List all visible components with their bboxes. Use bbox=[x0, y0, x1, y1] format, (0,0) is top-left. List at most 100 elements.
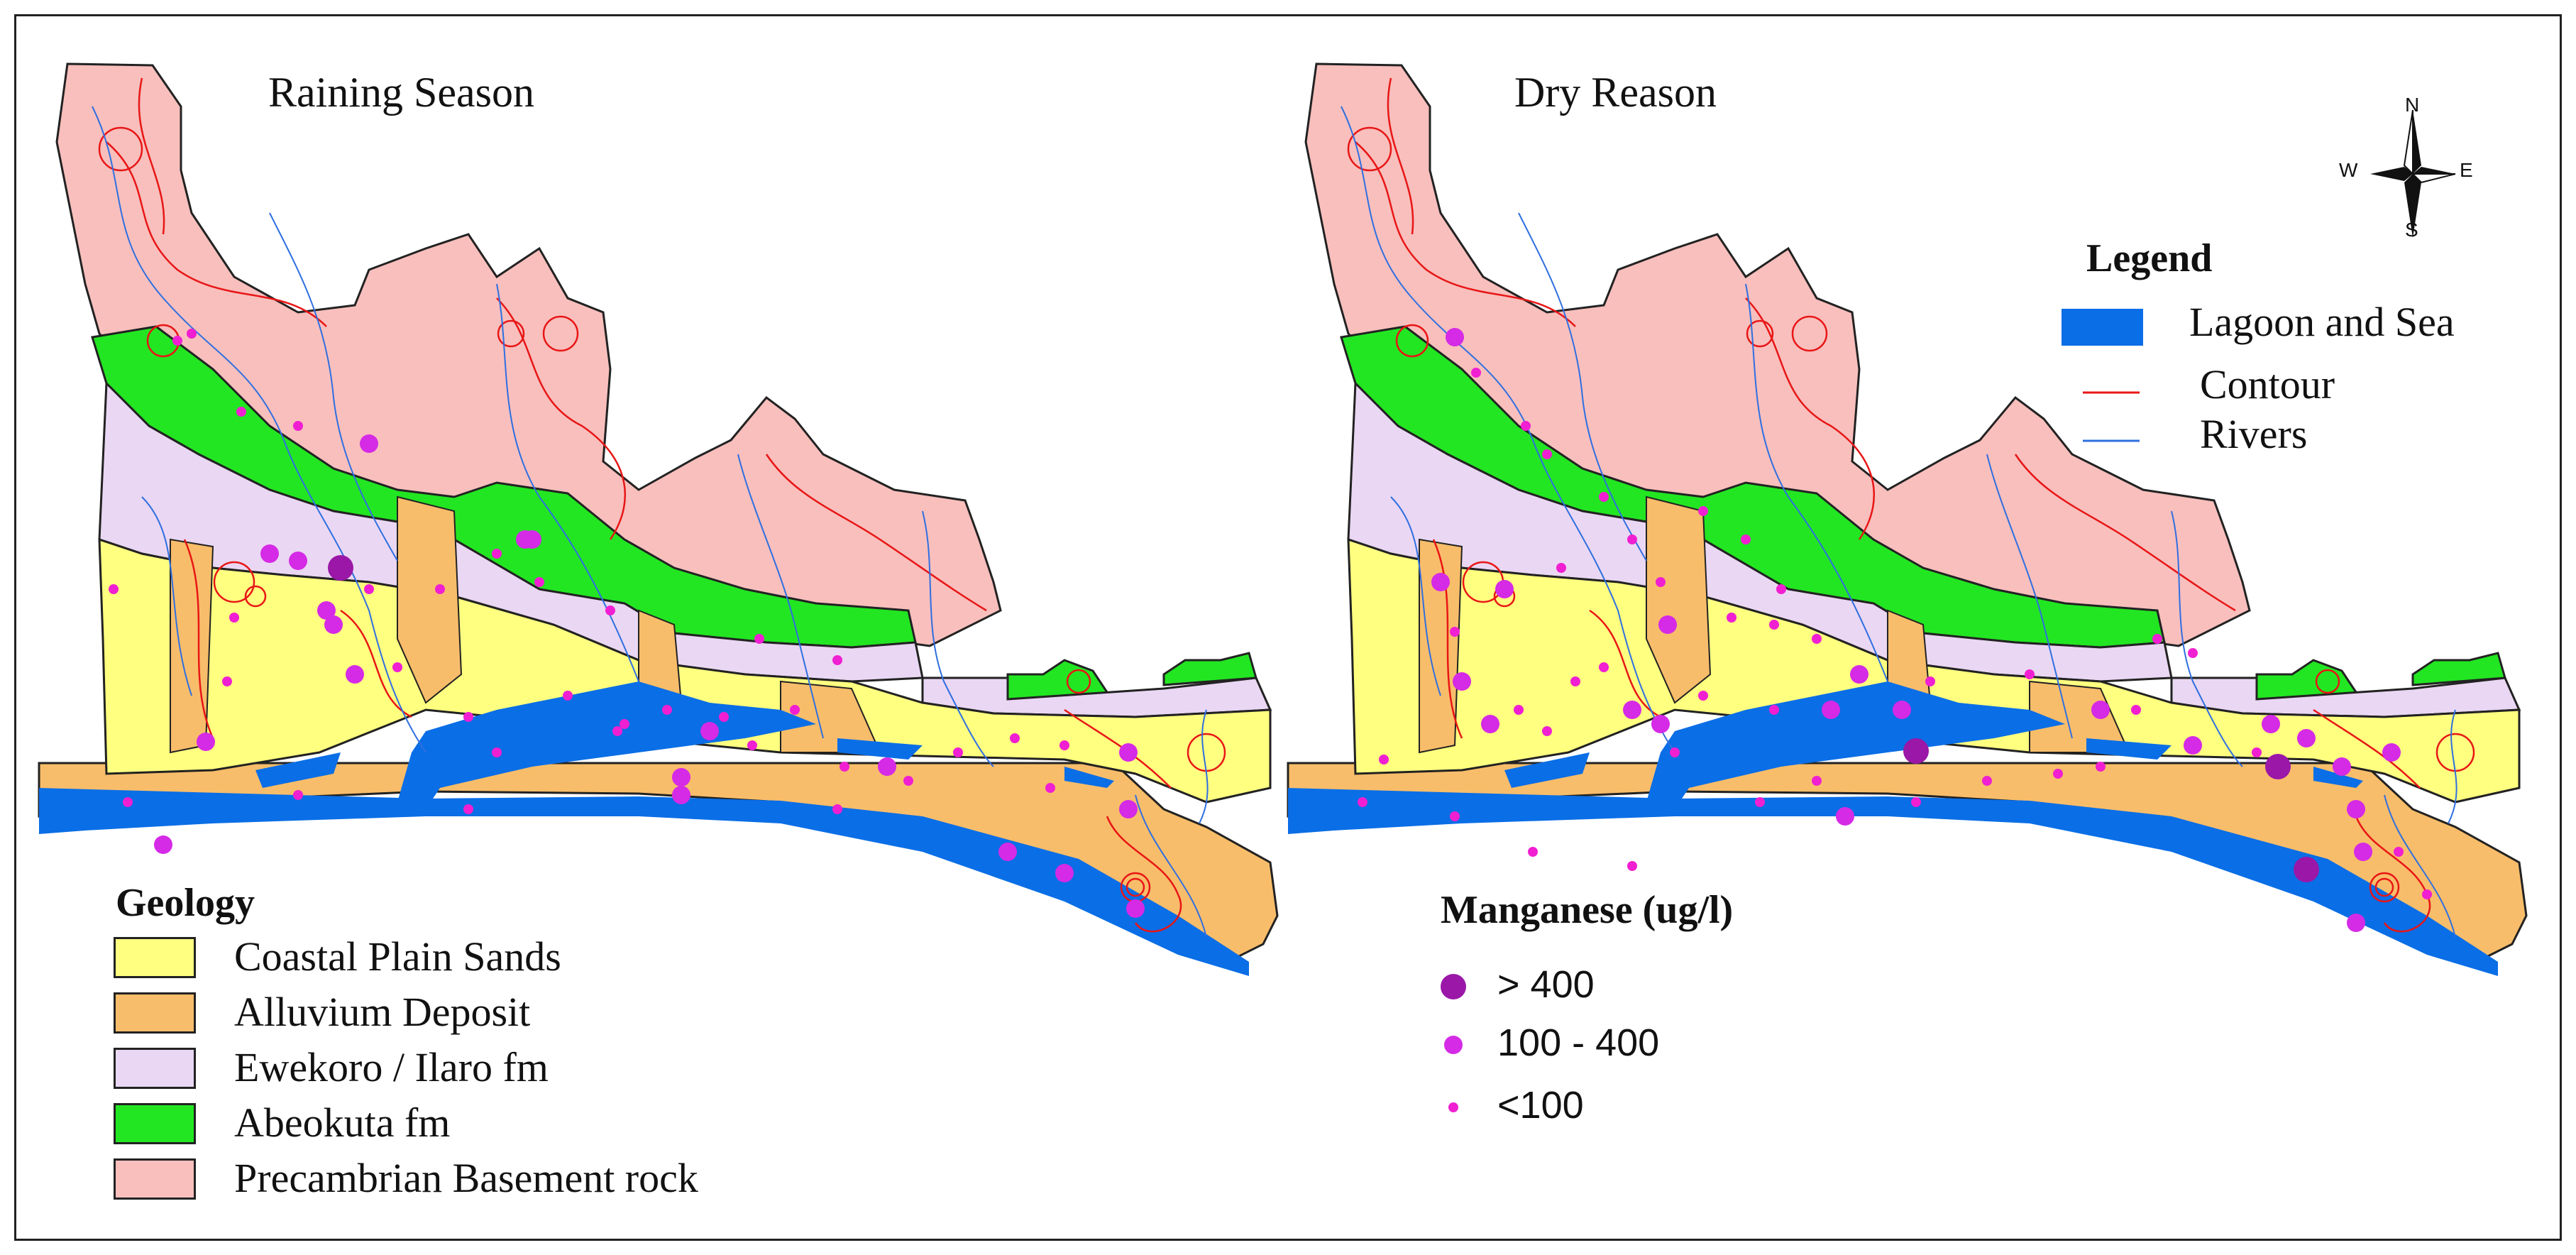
dry-sample-point bbox=[1656, 577, 1666, 587]
dry-sample-point bbox=[1599, 662, 1609, 672]
raining-sample-point bbox=[832, 655, 842, 665]
dry-sample-point bbox=[1651, 715, 1670, 733]
dry-sample-point bbox=[2091, 701, 2110, 719]
dry-sample-point bbox=[1528, 847, 1538, 857]
dry-sample-point bbox=[2252, 747, 2262, 757]
geology-label-2: Ewekoro / Ilaro fm bbox=[234, 1044, 549, 1090]
raining-sample-point bbox=[672, 768, 690, 787]
raining-sample-point bbox=[523, 530, 541, 549]
dry-sample-point bbox=[1776, 584, 1786, 594]
dry-sample-point bbox=[2188, 648, 2198, 658]
dry-sample-point bbox=[2294, 857, 2319, 882]
dry-sample-point bbox=[1446, 328, 1464, 346]
mn-symbol-mid bbox=[1444, 1036, 1463, 1054]
geology-label-3: Abeokuta fm bbox=[234, 1100, 451, 1146]
raining-sample-point bbox=[1126, 899, 1145, 918]
raining-sample-point bbox=[700, 722, 719, 740]
raining-sample-point bbox=[1119, 800, 1138, 818]
dry-sample-point bbox=[1698, 691, 1708, 701]
dry-sample-point bbox=[1623, 701, 1641, 719]
dry-sample-point bbox=[2184, 736, 2202, 755]
geology-label-0: Coastal Plain Sands bbox=[234, 933, 561, 980]
raining-sample-point bbox=[123, 797, 133, 807]
raining-sample-point bbox=[1010, 733, 1020, 743]
raining-sample-point bbox=[229, 613, 239, 623]
dry-sample-point bbox=[1812, 776, 1822, 786]
raining-sample-point bbox=[172, 336, 182, 346]
mn-label-mid: 100 - 400 bbox=[1497, 1021, 1660, 1064]
dry-sample-point bbox=[1769, 705, 1779, 715]
dry-sample-point bbox=[1453, 672, 1471, 691]
dry-sample-point bbox=[1542, 726, 1552, 736]
dry-sample-point bbox=[1982, 776, 1992, 786]
raining-sample-point bbox=[187, 329, 197, 339]
dry-sample-point bbox=[1627, 535, 1637, 544]
raining-sample-point bbox=[1045, 783, 1055, 793]
raining-sample-point bbox=[197, 733, 215, 751]
compass-w-label: W bbox=[2339, 159, 2358, 181]
raining-sample-point bbox=[236, 407, 246, 417]
dry-sample-point bbox=[1698, 506, 1708, 516]
raining-sample-point bbox=[492, 549, 502, 559]
geology-swatch-4 bbox=[114, 1158, 196, 1200]
dry-sample-point bbox=[1670, 747, 1680, 757]
dry-sample-point bbox=[1893, 701, 1911, 719]
dry-sample-point bbox=[1542, 449, 1552, 459]
dry-sample-point bbox=[2025, 669, 2035, 679]
dry-sample-point bbox=[1379, 755, 1389, 764]
raining-sample-point bbox=[260, 544, 279, 563]
raining-sample-point bbox=[293, 790, 303, 800]
dry-sample-point bbox=[2422, 889, 2432, 899]
raining-sample-point bbox=[605, 605, 615, 615]
dry-sample-point bbox=[1481, 715, 1499, 733]
dry-sample-point bbox=[1599, 492, 1609, 502]
dry-sample-point bbox=[2347, 914, 2365, 932]
geology-swatch-1 bbox=[114, 992, 196, 1034]
raining-sample-point bbox=[672, 786, 690, 804]
dry-sample-point bbox=[2096, 762, 2106, 772]
manganese-heading: Manganese (ug/l) bbox=[1441, 888, 1734, 932]
raining-sample-point bbox=[719, 712, 729, 722]
dry-sample-point bbox=[2394, 847, 2404, 857]
raining-sample-point bbox=[463, 712, 473, 722]
raining-sample-point bbox=[998, 843, 1017, 861]
dry-sample-point bbox=[2262, 715, 2280, 733]
dry-sample-point bbox=[1822, 701, 1840, 719]
dry-sample-point bbox=[1556, 563, 1566, 573]
manganese-points-raining bbox=[109, 329, 1145, 918]
raining-sample-point bbox=[324, 615, 343, 634]
manganese-points-dry bbox=[1358, 328, 2432, 932]
raining-sample-point bbox=[878, 757, 896, 776]
dry-sample-point bbox=[1850, 665, 1868, 684]
raining-sample-point bbox=[317, 601, 336, 620]
dry-sample-point bbox=[2265, 754, 2291, 779]
dry-sample-point bbox=[1727, 613, 1736, 623]
dry-sample-point bbox=[1514, 705, 1524, 715]
raining-sample-point bbox=[222, 676, 232, 686]
geology-swatch-0 bbox=[114, 937, 196, 978]
north-arrow-icon bbox=[2370, 109, 2456, 238]
raining-sample-point bbox=[328, 555, 353, 581]
raining-sample-point bbox=[293, 421, 303, 431]
dry-sample-point bbox=[1658, 615, 1677, 634]
dry-sample-point bbox=[1495, 580, 1514, 598]
compass-n-label: N bbox=[2405, 94, 2420, 116]
dry-sample-point bbox=[1450, 627, 1460, 637]
dry-sample-point bbox=[1471, 368, 1481, 378]
compass-e-label: E bbox=[2460, 159, 2473, 181]
geology-swatch-3 bbox=[114, 1103, 196, 1144]
raining-sample-point bbox=[346, 665, 364, 684]
legend-label-contour: Contour bbox=[2200, 361, 2335, 407]
raining-sample-point bbox=[109, 584, 119, 594]
dry-sample-point bbox=[1627, 861, 1637, 871]
compass-s-label: S bbox=[2405, 219, 2418, 241]
dry-sample-point bbox=[2347, 800, 2365, 818]
legend-label-lagoon: Lagoon and Sea bbox=[2189, 299, 2455, 345]
raining-sample-point bbox=[840, 762, 849, 772]
geology-heading: Geology bbox=[116, 881, 255, 925]
dry-sample-point bbox=[2131, 705, 2141, 715]
dry-sample-point bbox=[2333, 757, 2351, 776]
dry-sample-point bbox=[1836, 807, 1854, 826]
dry-season-map bbox=[1287, 62, 2528, 977]
